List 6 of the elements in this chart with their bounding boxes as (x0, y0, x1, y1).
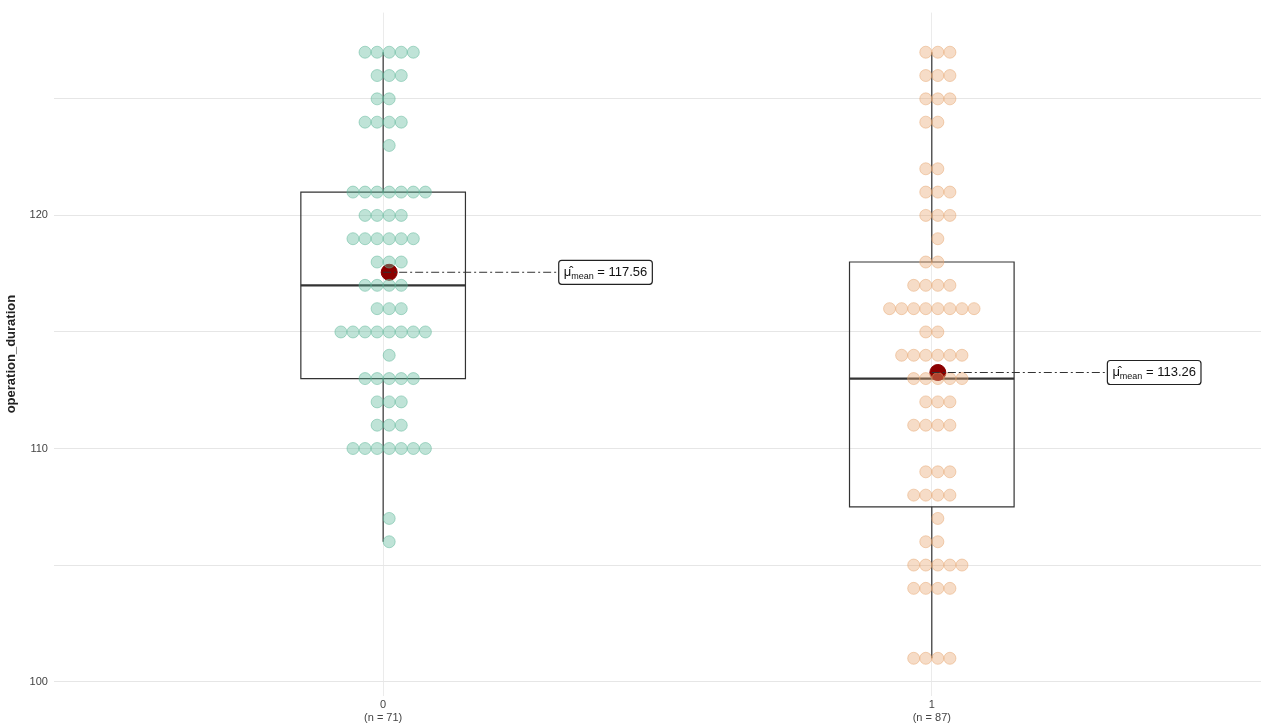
y-tick-label: 120 (29, 208, 48, 221)
y-axis-title: operation_duration (3, 294, 19, 414)
y-tick-label: 110 (30, 441, 48, 454)
x-tick-label: 1 (n = 87) (912, 698, 951, 724)
y-tick-label: 100 (29, 674, 48, 687)
x-tick-label: 0 (n = 71) (364, 698, 403, 724)
